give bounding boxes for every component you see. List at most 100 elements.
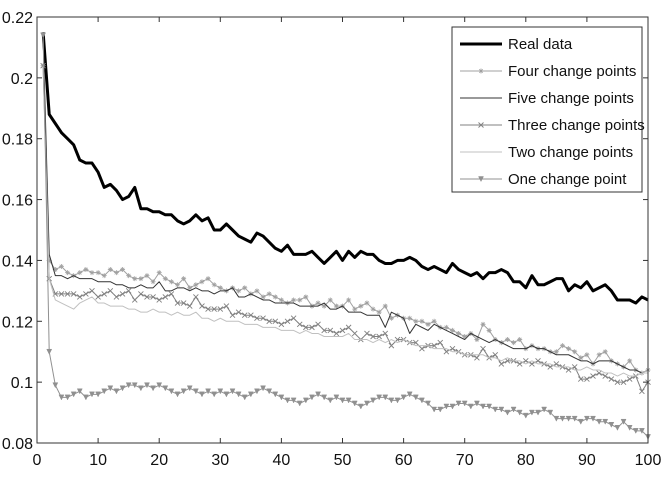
data-point [211,391,218,398]
data-point [235,391,242,398]
data-point [211,282,217,288]
data-point [620,379,627,385]
data-point [370,306,376,312]
data-point [205,388,211,395]
data-point [388,315,394,321]
data-point [376,333,382,340]
data-point [101,273,107,279]
data-point [566,346,572,352]
data-point [46,257,52,263]
data-point [571,415,578,422]
data-point [260,385,266,392]
data-point [370,397,376,404]
data-point [321,394,328,401]
data-point [296,321,303,328]
data-point [89,270,95,276]
data-point [168,388,175,395]
data-point [107,267,113,273]
data-point [315,300,321,306]
data-point [241,394,248,401]
data-point [553,415,560,422]
data-point [290,397,297,404]
data-point [131,297,138,303]
data-point [156,297,163,303]
data-point [352,306,358,312]
data-point [254,288,260,294]
data-point [437,406,444,413]
data-point [217,285,223,291]
data-point [229,388,236,395]
data-point [284,397,291,404]
data-point [223,303,230,309]
data-point [467,403,474,410]
data-point [247,391,254,398]
data-point [236,288,242,294]
data-point [327,397,334,404]
x-tick-label: 20 [150,452,168,469]
data-point [199,279,205,285]
data-point [412,394,419,401]
data-point [626,425,633,431]
data-point [125,382,132,389]
data-point [303,294,309,300]
legend-item: Five change points [460,90,634,107]
data-point [364,330,370,337]
data-point [52,382,59,389]
data-point [40,32,47,39]
data-point [351,400,358,407]
data-point [577,376,584,382]
data-point [517,337,523,343]
data-point [168,291,175,297]
data-point [345,324,352,331]
data-point [437,339,444,346]
data-point [138,291,144,297]
x-tick-label: 70 [456,452,474,469]
data-point [83,267,89,273]
data-point [413,318,419,324]
data-point [461,400,468,407]
data-point [46,348,53,355]
data-point [522,412,529,419]
data-point [407,315,413,321]
data-point [590,415,596,422]
data-point [327,297,333,303]
series-line-2 [42,35,648,374]
data-point [101,291,108,297]
x-tick-label: 10 [89,452,107,469]
data-point [290,315,297,322]
data-point [596,352,602,358]
data-point [58,394,65,401]
series-line-3 [42,65,649,392]
data-point [608,376,615,382]
data-point [229,312,236,319]
series-0 [41,32,649,305]
y-tick-label: 0.16 [2,193,33,210]
data-point [180,388,187,395]
data-point [217,388,224,395]
data-point [272,391,279,398]
data-point [70,291,77,297]
data-point [89,391,95,398]
data-point [443,403,450,410]
data-point [174,391,181,398]
data-point [193,294,199,300]
data-point [419,397,425,404]
data-point [419,318,425,324]
data-point [584,352,590,358]
data-point [565,415,572,422]
legend-item: Four change points [460,63,636,80]
legend-marker [478,122,484,128]
data-point [302,397,309,404]
data-point [58,264,64,270]
data-point [199,303,205,309]
data-point [113,388,120,395]
legend-label: One change point [508,171,627,188]
data-point [95,294,101,300]
data-point [254,315,260,322]
series-line-5 [42,35,649,438]
data-point [107,288,114,294]
data-point [639,388,645,395]
data-point [272,294,278,300]
data-point [504,337,510,343]
